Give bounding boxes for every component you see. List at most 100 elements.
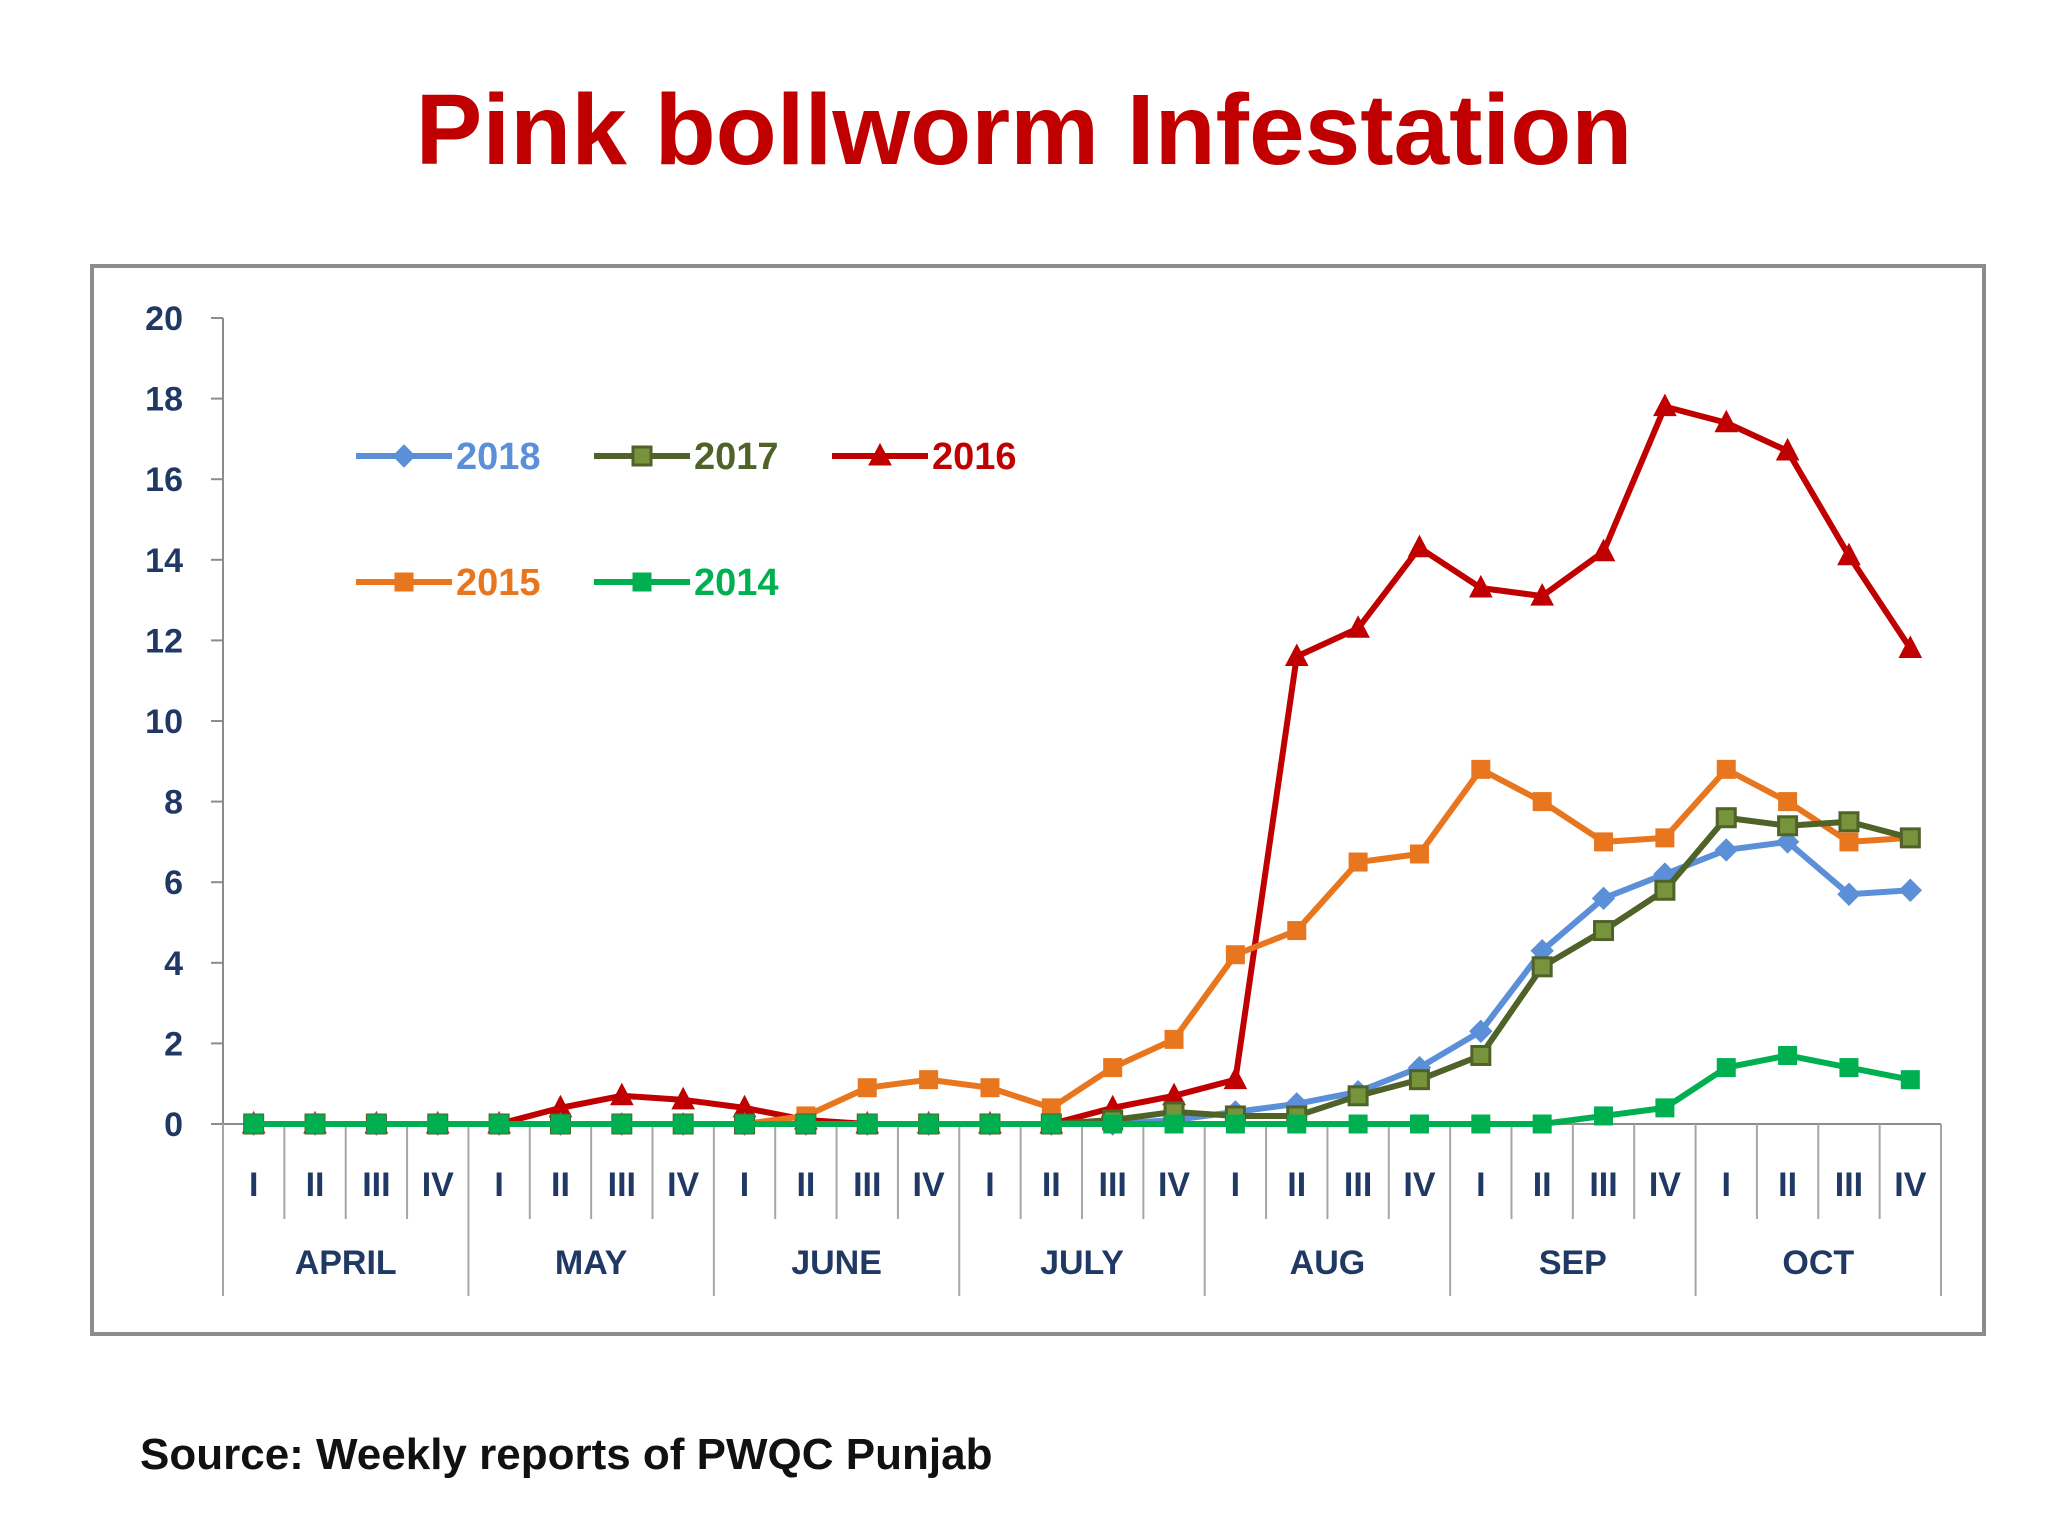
data-point-2014: [1778, 1045, 1798, 1065]
x-month-label: APRIL: [295, 1244, 397, 1282]
y-tick-label: 14: [145, 542, 183, 580]
series-line-2017: [250, 814, 1914, 1127]
data-point-2014: [735, 1114, 755, 1134]
x-week-label: I: [985, 1166, 994, 1204]
data-point-2014: [1225, 1114, 1245, 1134]
x-week-label: I: [1231, 1166, 1240, 1204]
data-point-2014: [1532, 1114, 1552, 1134]
data-point-2014: [244, 1114, 264, 1134]
y-tick-label: 4: [164, 945, 183, 983]
data-point-2018: [1898, 878, 1923, 902]
x-week-label: III: [1344, 1166, 1372, 1204]
data-point-2014: [1900, 1070, 1920, 1090]
data-point-2018: [1714, 838, 1738, 862]
y-tick-label: 10: [145, 703, 183, 741]
data-point-2014: [1409, 1114, 1429, 1134]
data-point-2015: [1716, 759, 1736, 779]
data-point-2014: [489, 1114, 509, 1134]
x-week-label: II: [1533, 1166, 1552, 1204]
data-point-2015: [1225, 945, 1245, 965]
data-point-2016: [1223, 1066, 1248, 1090]
data-point-2015: [919, 1070, 939, 1090]
x-week-label: IV: [1894, 1166, 1926, 1204]
x-month-label: JUNE: [791, 1244, 882, 1282]
data-point-2018: [1837, 882, 1861, 906]
x-week-label: II: [551, 1166, 570, 1204]
x-week-label: IV: [1158, 1166, 1190, 1204]
data-point-2017: [1408, 1069, 1430, 1091]
legend-label-2016: 2016: [932, 436, 1017, 478]
x-week-label: II: [306, 1166, 325, 1204]
x-week-label: II: [1287, 1166, 1306, 1204]
x-week-label: III: [362, 1166, 390, 1204]
data-point-2014: [550, 1114, 570, 1134]
y-tick-label: 8: [164, 784, 183, 822]
data-point-2017: [1470, 1044, 1492, 1066]
data-point-2015: [980, 1078, 1000, 1098]
data-point-2017: [1838, 811, 1860, 833]
series-line-2016: [250, 403, 1914, 1127]
data-point-2018: [1775, 830, 1800, 854]
x-week-label: IV: [913, 1166, 945, 1204]
data-point-2016: [1530, 582, 1555, 606]
data-point-2016: [1284, 643, 1309, 667]
data-point-2017: [1654, 879, 1676, 901]
data-point-2014: [1287, 1114, 1307, 1134]
data-point-2015: [1287, 921, 1307, 941]
series-line-2015: [250, 766, 1914, 1127]
x-month-label: SEP: [1539, 1244, 1607, 1282]
legend-label-2015: 2015: [456, 562, 541, 604]
data-point-2016: [1468, 574, 1493, 598]
x-week-label: II: [796, 1166, 815, 1204]
data-point-2014: [857, 1114, 877, 1134]
x-week-label: IV: [1403, 1166, 1435, 1204]
data-point-2015: [1103, 1058, 1123, 1078]
x-week-label: II: [1042, 1166, 1061, 1204]
data-point-2017: [1347, 1085, 1369, 1107]
x-week-label: III: [608, 1166, 636, 1204]
data-point-2016: [1714, 409, 1739, 433]
data-point-2015: [1655, 828, 1675, 848]
data-point-2014: [612, 1114, 632, 1134]
legend-marker-2014: [632, 572, 652, 592]
legend-marker-2015: [394, 572, 414, 592]
data-point-2016: [1591, 538, 1616, 562]
x-month-label: MAY: [555, 1244, 628, 1282]
data-point-2015: [1778, 792, 1798, 812]
slide-title: Pink bollworm Infestation: [415, 74, 1633, 186]
y-tick-label: 18: [145, 381, 183, 419]
y-tick-label: 12: [145, 622, 183, 660]
x-month-label: AUG: [1290, 1244, 1366, 1282]
data-point-2014: [1839, 1058, 1859, 1078]
x-week-label: I: [494, 1166, 503, 1204]
data-point-2015: [1532, 792, 1552, 812]
x-week-label: II: [1778, 1166, 1797, 1204]
data-point-2015: [1594, 832, 1614, 852]
data-point-2014: [1655, 1098, 1675, 1118]
x-month-label: OCT: [1782, 1244, 1854, 1282]
x-week-label: IV: [1649, 1166, 1681, 1204]
x-month-label: JULY: [1040, 1244, 1124, 1282]
data-point-2015: [1471, 759, 1491, 779]
data-point-2016: [1653, 393, 1677, 417]
data-point-2016: [609, 1082, 634, 1106]
data-point-2014: [796, 1114, 816, 1134]
chart-frame: 0 2 4 6 8 10 12 14 16 18 20 I II III IV I II III IV I II III I…: [90, 264, 1986, 1336]
x-week-label: IV: [422, 1166, 454, 1204]
data-point-2017: [1899, 827, 1921, 849]
data-point-2014: [1471, 1114, 1491, 1134]
data-point-2016: [1837, 542, 1861, 566]
x-week-label: I: [740, 1166, 749, 1204]
legend-marker-2016: [868, 442, 892, 466]
x-week-label: III: [1099, 1166, 1127, 1204]
legend-marker-2018: [392, 444, 416, 468]
data-point-2017: [1715, 807, 1737, 829]
data-point-2015: [1164, 1029, 1184, 1049]
legend-marker-2017: [631, 445, 653, 467]
data-point-2014: [1103, 1114, 1123, 1134]
y-tick-label: 16: [145, 461, 183, 499]
data-point-2014: [1348, 1114, 1368, 1134]
data-point-2016: [1775, 437, 1800, 461]
x-week-label: I: [1722, 1166, 1731, 1204]
